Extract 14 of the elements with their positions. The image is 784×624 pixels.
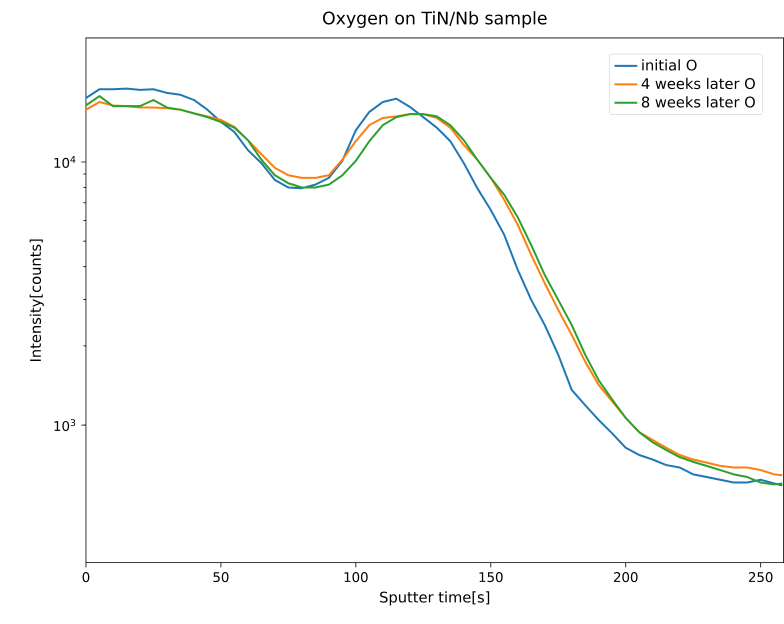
y-tick-label: 10$^{3}$: [54, 419, 76, 432]
x-tick-label: 150: [480, 572, 503, 582]
x-tick-label: 50: [213, 572, 229, 582]
legend-label: 4 weeks later O: [642, 78, 755, 90]
legend-label: initial O: [642, 59, 697, 71]
x-tick-label: 200: [614, 572, 638, 582]
x-tick-label: 100: [344, 572, 368, 582]
y-tick-label: 10$^{4}$: [54, 156, 76, 168]
legend-label: 8 weeks later O: [642, 96, 755, 108]
x-axis-title: Sputter time[s]: [380, 591, 490, 606]
chart-title: Oxygen on TiN/Nb sample: [323, 11, 547, 28]
x-tick-label: 0: [82, 572, 90, 582]
y-axis-title: Intensity[counts]: [30, 240, 44, 362]
x-tick-label: 250: [748, 572, 773, 582]
